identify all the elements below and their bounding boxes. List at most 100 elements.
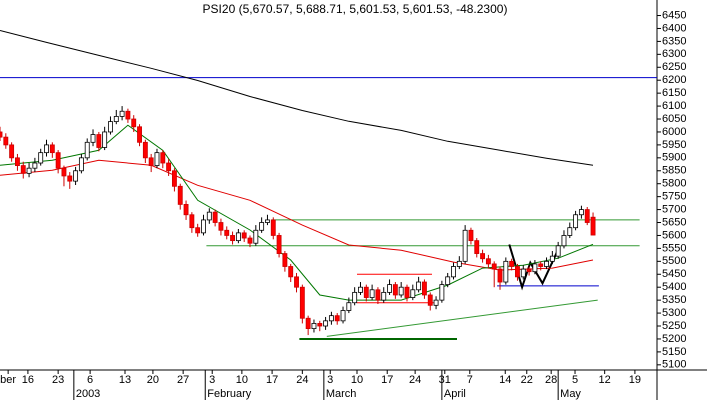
- y-tick-label: 6200: [662, 74, 686, 86]
- candle-body: [491, 263, 497, 270]
- x-tick-label: 27: [177, 374, 189, 386]
- x-tick-label: 20: [147, 374, 159, 386]
- x-tick-label: 19: [629, 374, 641, 386]
- y-tick-label: 6350: [662, 35, 686, 47]
- candle-body: [61, 167, 67, 177]
- y-tick-label: 5900: [662, 152, 686, 164]
- y-tick-label: 5850: [662, 165, 686, 177]
- candle-body: [131, 118, 137, 128]
- candle-body: [9, 144, 15, 159]
- candle-body: [468, 229, 474, 242]
- candle-body: [515, 266, 520, 278]
- candle-body: [73, 170, 79, 182]
- candle-body: [154, 152, 160, 166]
- candle-body: [480, 253, 486, 260]
- candle-body: [503, 260, 509, 283]
- y-tick-label: 6400: [662, 22, 686, 34]
- candle-body: [445, 276, 451, 286]
- candle-body: [311, 323, 317, 330]
- candle-body: [404, 286, 410, 298]
- x-tick-label: 6: [87, 374, 93, 386]
- candle-body: [317, 323, 323, 327]
- y-tick-label: 5400: [662, 281, 686, 293]
- candle-body: [387, 284, 392, 293]
- candle-body: [201, 219, 206, 234]
- y-tick-label: 5250: [662, 320, 686, 332]
- y-tick-label: 6050: [662, 113, 686, 125]
- x-tick-label: 5: [572, 374, 578, 386]
- chart-title: PSI20 (5,670.57, 5,688.71, 5,601.53, 5,6…: [203, 2, 508, 16]
- candle-body: [276, 235, 282, 254]
- y-tick-label: 6450: [662, 9, 686, 21]
- candle-body: [358, 286, 363, 293]
- candle-body: [137, 126, 142, 143]
- candle-body: [67, 175, 73, 182]
- candle-body: [346, 302, 352, 311]
- candle-body: [78, 157, 84, 172]
- candle-body: [26, 167, 32, 174]
- candle-body: [427, 294, 433, 306]
- y-tick-label: 5100: [662, 359, 686, 371]
- x-tick-label: 10: [351, 374, 363, 386]
- candle-body: [102, 131, 108, 148]
- candle-body: [334, 315, 340, 322]
- moving-average: [0, 30, 594, 166]
- candle-body: [294, 276, 299, 288]
- candle-body: [108, 121, 113, 133]
- candle-body: [113, 116, 119, 123]
- month-label: 2003: [76, 388, 100, 400]
- candle-body: [171, 170, 177, 187]
- y-tick-label: 5150: [662, 346, 686, 358]
- candle-body: [305, 317, 311, 330]
- candle-body: [96, 134, 102, 148]
- y-tick-label: 5500: [662, 255, 686, 267]
- candle-body: [299, 286, 305, 319]
- x-tick-label: 24: [296, 374, 308, 386]
- candle-body: [247, 237, 253, 244]
- candle-body: [3, 136, 9, 146]
- x-tick-label: 23: [52, 374, 64, 386]
- x-tick-label: 28: [545, 374, 557, 386]
- candle-body: [439, 284, 445, 301]
- candle-body: [456, 260, 462, 267]
- candle-body: [32, 162, 38, 169]
- y-tick-label: 6100: [662, 100, 686, 112]
- candle-body: [49, 144, 55, 154]
- candle-body: [416, 281, 422, 291]
- y-tick-label: 5650: [662, 216, 686, 228]
- candle-body: [532, 263, 538, 273]
- x-tick-label: 22: [521, 374, 533, 386]
- candle-body: [549, 255, 555, 262]
- candle-body: [544, 260, 549, 267]
- candle-body: [474, 240, 480, 254]
- y-tick-label: 5950: [662, 139, 686, 151]
- y-tick-label: 5300: [662, 307, 686, 319]
- candle-body: [166, 162, 172, 172]
- candle-body: [253, 229, 259, 244]
- y-tick-label: 5550: [662, 242, 686, 254]
- x-tick-label: ber: [0, 374, 16, 386]
- candle-body: [526, 268, 532, 273]
- candle-body: [451, 266, 456, 278]
- candle-body: [584, 209, 590, 223]
- candle-body: [55, 152, 61, 169]
- candle-body: [241, 232, 247, 239]
- moving-average: [0, 124, 594, 301]
- candle-body: [509, 260, 515, 267]
- x-tick-label: 10: [236, 374, 248, 386]
- candle-body: [462, 229, 468, 262]
- y-tick-label: 5450: [662, 268, 686, 280]
- x-tick-label: 24: [409, 374, 421, 386]
- x-tick-label: 13: [119, 374, 131, 386]
- x-tick-label: 7: [467, 374, 473, 386]
- y-tick-label: 5350: [662, 294, 686, 306]
- x-tick-label: 17: [266, 374, 278, 386]
- candle-body: [148, 157, 154, 166]
- candle-body: [561, 235, 567, 247]
- candle-body: [555, 245, 561, 257]
- y-tick-label: 5800: [662, 178, 686, 190]
- candle-body: [578, 209, 584, 216]
- candle-body: [421, 281, 427, 296]
- candle-body: [189, 214, 195, 229]
